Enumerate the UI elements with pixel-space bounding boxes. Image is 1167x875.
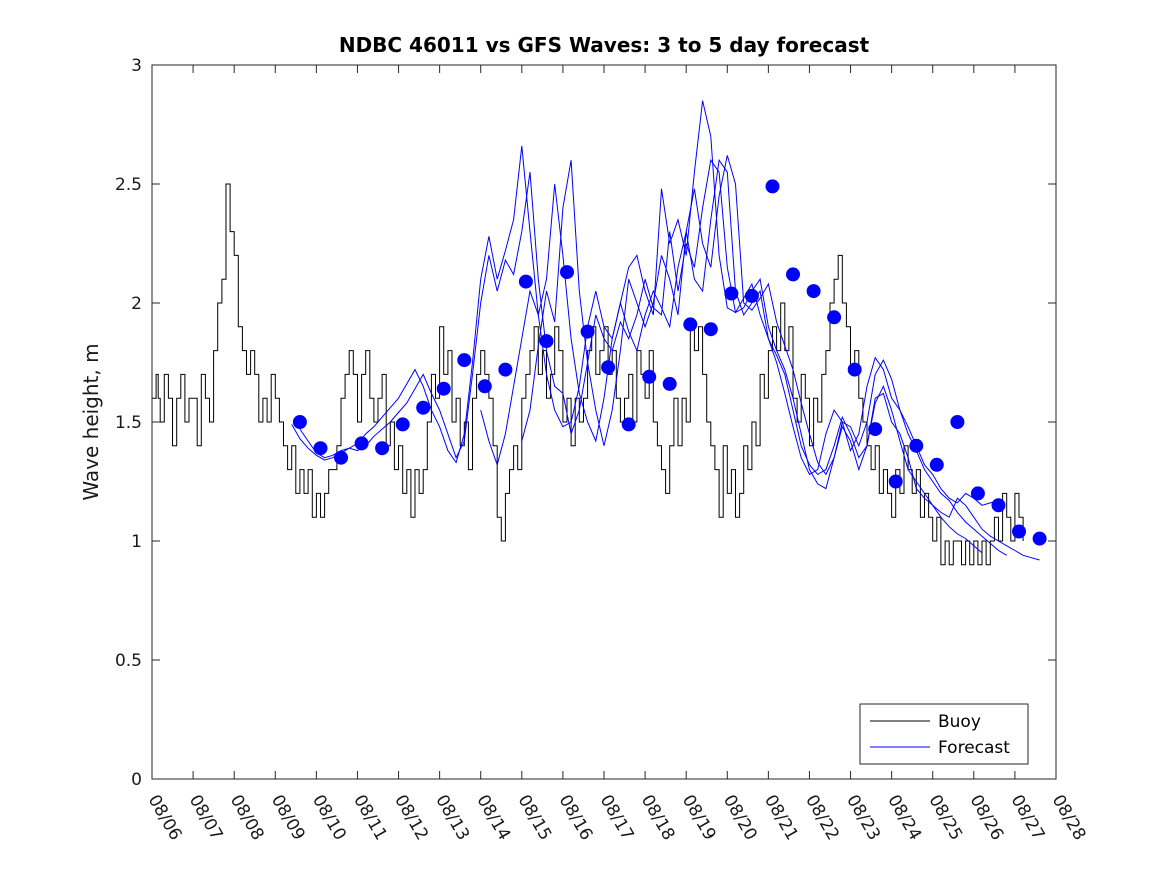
forecast-point [518, 274, 533, 289]
x-tick-label: 08/27 [1007, 792, 1049, 844]
x-tick-label: 08/24 [883, 792, 925, 844]
x-tick-label: 08/17 [596, 792, 638, 844]
forecast-point [436, 381, 451, 396]
forecast-series-group [291, 100, 1040, 561]
x-tick-label: 08/23 [842, 792, 884, 844]
y-tick-label: 2.5 [115, 175, 142, 195]
x-tick-label: 08/11 [349, 792, 391, 844]
forecast-point [354, 436, 369, 451]
forecast-point [765, 179, 780, 194]
x-tick-label: 08/21 [760, 792, 802, 844]
legend: Buoy Forecast [859, 703, 1029, 765]
buoy-series [152, 183, 1024, 566]
forecast-point [477, 379, 492, 394]
forecast-point [1032, 531, 1047, 546]
buoy-line [152, 183, 1024, 566]
x-tick-label: 08/22 [801, 792, 843, 844]
forecast-point [621, 417, 636, 432]
forecast-markers [292, 179, 1047, 546]
y-tick-label: 3 [131, 56, 142, 76]
x-tick-label: 08/19 [678, 792, 720, 844]
legend-label-forecast: Forecast [938, 738, 1010, 758]
forecast-point [539, 334, 554, 349]
forecast-point [580, 324, 595, 339]
x-tick-label: 08/20 [719, 792, 761, 844]
y-tick-label: 0.5 [115, 651, 142, 671]
forecast-point [991, 498, 1006, 513]
x-tick-label: 08/10 [308, 792, 350, 844]
x-tick-label: 08/14 [472, 792, 514, 844]
forecast-line [299, 100, 1007, 556]
x-tick-label: 08/13 [431, 792, 473, 844]
x-tick-label: 08/09 [267, 792, 309, 844]
x-tick-label: 08/07 [185, 792, 227, 844]
forecast-point [560, 265, 574, 280]
plot-background [152, 65, 1056, 779]
x-tick-label: 08/06 [144, 792, 186, 844]
forecast-point [806, 284, 821, 299]
forecast-point [601, 360, 616, 375]
plot-area [151, 64, 1057, 780]
forecast-point [909, 438, 924, 453]
forecast-point [642, 369, 657, 384]
forecast-point [786, 267, 800, 282]
forecast-point [744, 288, 759, 303]
y-tick-label: 1.5 [115, 413, 142, 433]
forecast-point [703, 322, 718, 337]
forecast-point [334, 450, 348, 465]
forecast-point [395, 417, 410, 432]
x-tick-label: 08/16 [555, 792, 597, 844]
x-tick-label: 08/25 [924, 792, 966, 844]
forecast-point [868, 422, 883, 437]
chart-title: NDBC 46011 vs GFS Waves: 3 to 5 day fore… [339, 33, 870, 57]
forecast-point [724, 286, 739, 301]
y-axis: 0 0.5 1 1.5 2 2.5 3 [115, 56, 1056, 790]
x-tick-label: 08/28 [1048, 792, 1090, 844]
forecast-point [375, 441, 390, 456]
forecast-point [313, 441, 328, 456]
legend-box [859, 703, 1029, 765]
forecast-point [970, 486, 985, 501]
forecast-point [683, 317, 698, 332]
forecast-point [950, 415, 965, 429]
legend-label-buoy: Buoy [938, 712, 981, 732]
y-axis-label: Wave height, m [79, 343, 103, 500]
forecast-line [480, 158, 1040, 561]
x-tick-label: 08/26 [965, 792, 1007, 844]
forecast-point [416, 400, 431, 415]
forecast-point [888, 474, 903, 489]
x-tick-label: 08/08 [226, 792, 268, 844]
forecast-point [1012, 524, 1026, 539]
x-tick-label: 08/12 [390, 792, 432, 844]
forecast-point [457, 353, 472, 368]
x-tick-label: 08/15 [513, 792, 555, 844]
x-tick-label: 08/18 [637, 792, 679, 844]
forecast-point [662, 376, 677, 391]
y-tick-label: 0 [131, 770, 142, 790]
forecast-point [827, 310, 842, 325]
forecast-point [292, 415, 307, 429]
forecast-point [929, 457, 944, 472]
forecast-point [847, 362, 862, 377]
y-tick-label: 1 [131, 532, 142, 552]
y-tick-label: 2 [131, 294, 142, 314]
forecast-point [498, 362, 513, 377]
